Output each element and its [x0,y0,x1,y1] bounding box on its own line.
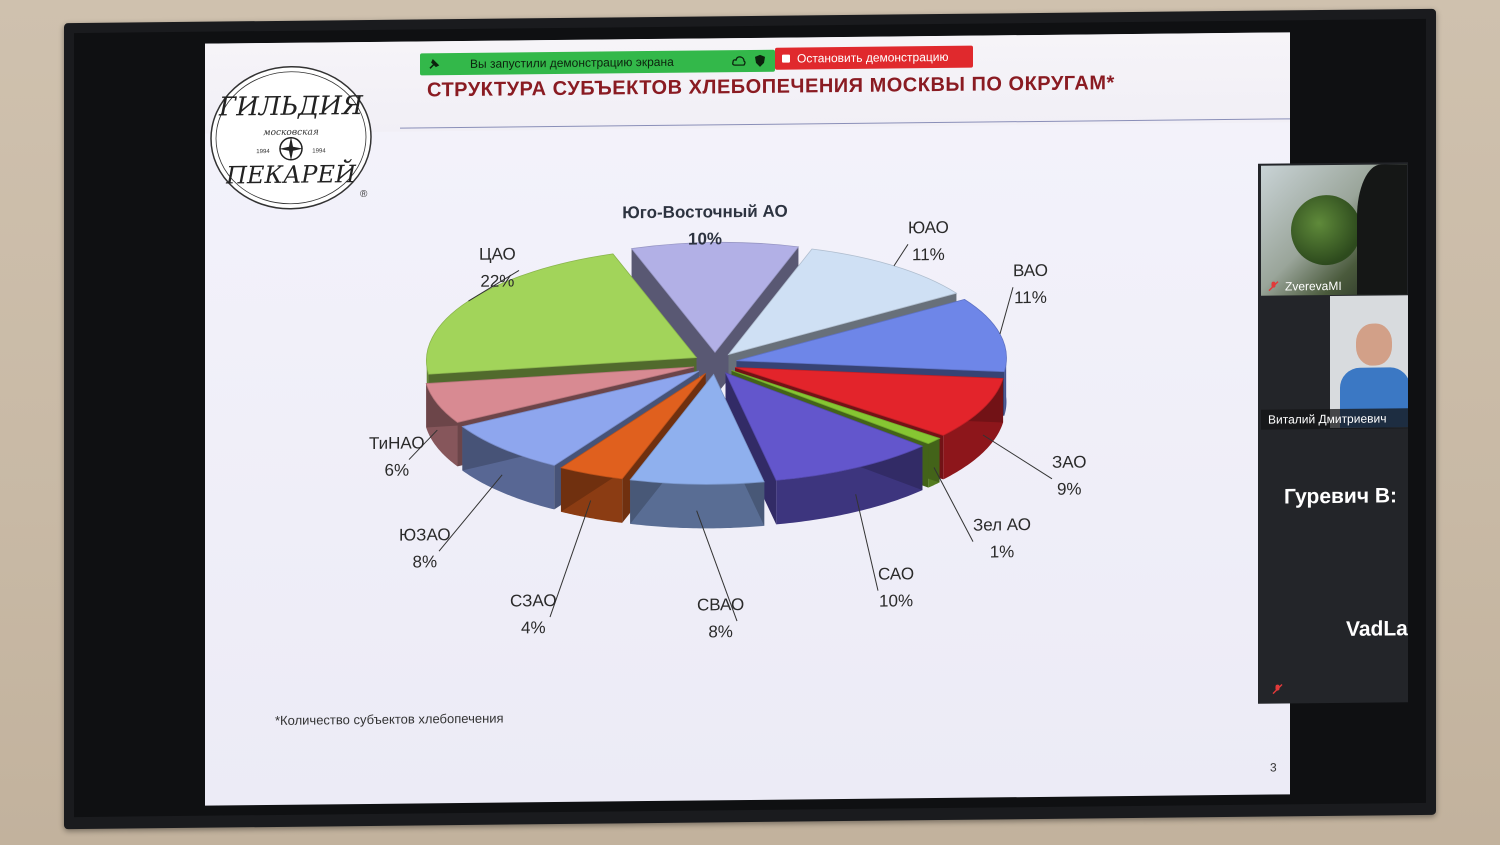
pie-slice [426,253,698,375]
participant-name: ZverevaMI [1285,278,1342,294]
pie-label-value: 8% [708,622,733,642]
leader-line [549,500,592,618]
screen-share-status-bar[interactable]: Вы запустили демонстрацию экрана [420,49,775,76]
logo-text-mid: московская [263,127,319,138]
pie-label-name: ЮЗАО [399,525,451,545]
pie-label-value: 1% [989,542,1015,562]
pie-label: СВАО 8% [697,591,744,645]
pie-label: Зел АО 1% [973,511,1031,566]
pin-icon[interactable] [428,58,440,70]
pie-label: ЗАО 9% [1052,448,1086,502]
pie-label-value: 10% [879,591,914,611]
leader-line [438,474,503,552]
pie-slice [629,373,765,485]
pie-label: ТиНАО 6% [369,429,425,484]
participant-name: Гуревич В: [1284,484,1398,509]
participant-name: VadLa [1346,617,1408,641]
logo-text-top: ГИЛЬДИЯ [218,91,364,123]
pie-label: СЗАО 4% [510,587,557,641]
pie-label-name: ЗАО [1052,452,1087,472]
svg-text:®: ® [360,189,368,200]
pie-slice-wall [630,479,765,529]
pie-label: ВАО 11% [1013,257,1048,311]
participant-name: Виталий Дмитриевич [1268,411,1387,427]
pie-label-name: ЮАО [908,217,949,238]
pie-label-name: СВАО [697,595,745,615]
pie-slice [425,366,695,423]
logo-year-right: 1994 [312,148,326,154]
presentation-slide: ГИЛЬДИЯ московская 1994 1994 ПЕКАРЕЙ ® В… [205,32,1290,806]
pie-label-name: ЦАО [479,244,516,264]
pie-label-name: ВАО [1013,260,1048,281]
leader-line [933,467,974,542]
leader-line [468,269,520,302]
guild-logo: ГИЛЬДИЯ московская 1994 1994 ПЕКАРЕЙ ® [210,66,372,210]
logo-text-bottom: ПЕКАРЕЙ [225,158,357,189]
pie-label-value: 10% [687,229,723,249]
leader-line [893,244,909,267]
shield-icon[interactable] [754,54,766,68]
pie-label: ЮАО 11% [908,214,949,268]
pie-label-name: СЗАО [510,590,557,611]
pie-label-value: 22% [480,271,515,291]
compass-star-icon [279,136,303,161]
pie-label-value: 8% [412,552,438,572]
pie-label-name: Юго-Восточный АО [622,201,788,223]
pie-label-value: 4% [520,618,546,638]
leader-line [999,287,1014,335]
pie-label-name: САО [878,564,915,584]
pie-label-value: 9% [1056,479,1082,499]
leader-line [982,434,1053,480]
leader-line [408,429,438,460]
pie-label: Юго-Восточный АО 10% [622,198,788,254]
pie-label: ЦАО 22% [479,240,516,294]
muted-mic-icon [1272,684,1283,695]
pie-label-value: 11% [912,244,945,265]
slide-footnote: *Количество субъектов хлебопечения [275,710,504,728]
pie-label-name: Зел АО [973,515,1031,535]
pie-slice [630,241,800,353]
muted-mic-icon [1268,281,1279,292]
leader-line [855,494,879,591]
leader-line [696,510,738,622]
pie-slice [461,370,700,466]
pie-slice [559,373,706,480]
pie-chart [408,241,1053,622]
pie-slice [724,372,924,481]
pie-label-value: 11% [1014,287,1047,308]
logo-year-left: 1994 [256,149,270,155]
participants-panel: ZverevaMI Виталий Дмитриевич Гуревич В: … [1258,162,1408,704]
pie-slice [735,367,1004,436]
pie-label: ЮЗАО 8% [399,521,451,576]
pie-label-value: 6% [384,460,410,480]
pie-label-name: ТиНАО [369,433,425,453]
pie-slice [731,370,941,445]
cloud-icon[interactable] [732,55,746,67]
participant-video-tile[interactable] [1261,164,1407,296]
slide-page-number: 3 [1270,760,1277,775]
pie-label: САО 10% [878,560,914,614]
pie-slice-wall [1004,352,1007,416]
